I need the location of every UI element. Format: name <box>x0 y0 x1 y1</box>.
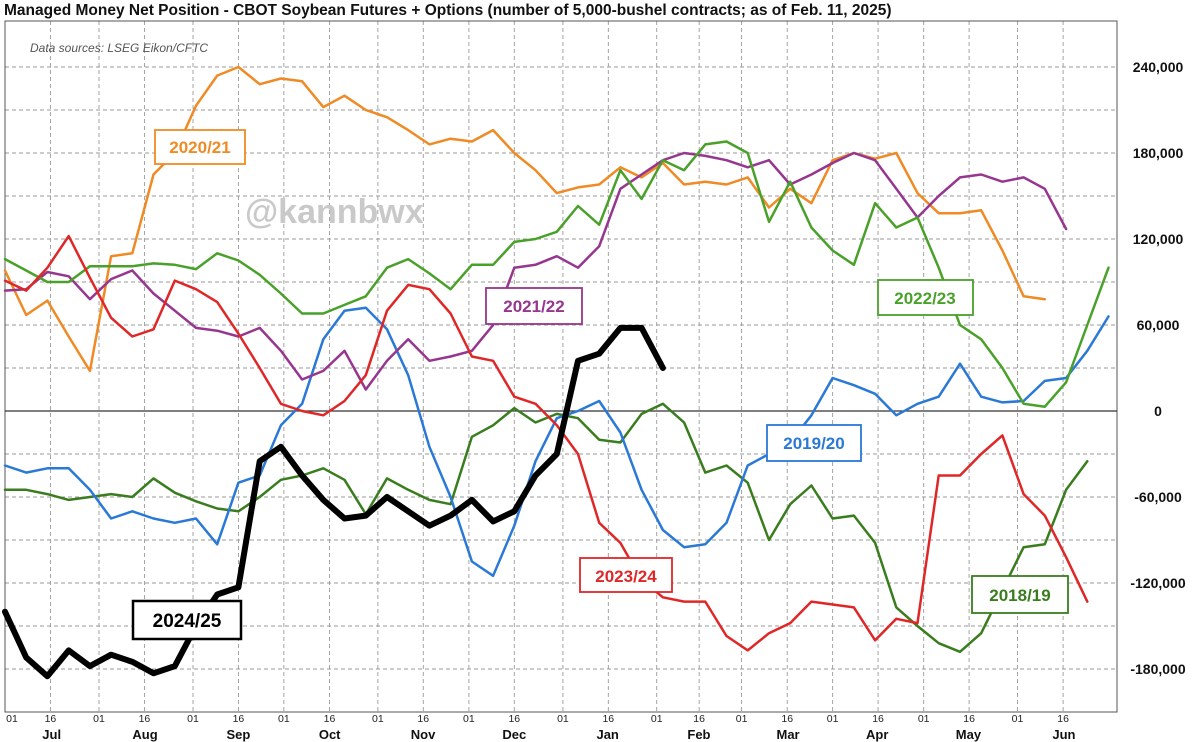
y-tick-label: 0 <box>1154 403 1162 419</box>
label-2018-19-text: 2018/19 <box>989 586 1050 605</box>
x-tick-day-label: 16 <box>602 713 614 725</box>
y-axis: 240,000 180,000 120,000 60,000 0 -60,000 -120,… <box>1130 59 1185 677</box>
x-tick-day-label: 01 <box>6 713 18 725</box>
x-tick-day-label: 16 <box>963 713 975 725</box>
x-tick-day-label: 01 <box>187 713 199 725</box>
y-tick-label: 60,000 <box>1137 317 1180 333</box>
label-2021-22: 2021/22 <box>485 287 583 325</box>
series-line-2023-24 <box>3 234 1089 652</box>
series-line-2021-22 <box>3 151 1068 391</box>
watermark: @kannbwx <box>245 193 424 231</box>
label-2018-19: 2018/19 <box>971 575 1069 614</box>
x-tick-day-label: 16 <box>1057 713 1069 725</box>
y-tick-label: -60,000 <box>1134 489 1182 505</box>
x-month-label: Dec <box>502 727 526 742</box>
x-month-label: Oct <box>319 727 341 742</box>
x-tick-day-label: 16 <box>45 713 57 725</box>
grid <box>5 21 1117 712</box>
x-tick-day-label: 01 <box>278 713 290 725</box>
x-tick-day-label: 16 <box>508 713 520 725</box>
x-month-label: Mar <box>777 727 800 742</box>
x-tick-day-label: 01 <box>93 713 105 725</box>
x-tick-day-label: 01 <box>557 713 569 725</box>
label-2024-25: 2024/25 <box>131 599 243 641</box>
x-month-label: Apr <box>866 727 888 742</box>
series-line-2019-20 <box>3 306 1110 578</box>
y-tick-label: 120,000 <box>1133 231 1184 247</box>
label-2020-21-text: 2020/21 <box>169 138 230 157</box>
chart-title: Managed Money Net Position - CBOT Soybea… <box>4 2 892 19</box>
label-2022-23-text: 2022/23 <box>894 289 955 308</box>
y-tick-label: 180,000 <box>1133 145 1184 161</box>
x-tick-day-label: 01 <box>736 713 748 725</box>
label-2023-24-text: 2023/24 <box>595 567 657 586</box>
x-month-label: Jan <box>596 727 618 742</box>
x-month-label: Aug <box>132 727 157 742</box>
plot-area-frame <box>4 20 1118 713</box>
x-axis: 01 16 01 16 01 16 01 16 01 16 01 16 01 16 01 16 01 16 01 16… <box>6 713 1075 742</box>
label-2019-20-text: 2019/20 <box>783 434 844 453</box>
label-2020-21: 2020/21 <box>154 129 246 165</box>
x-month-label: Nov <box>411 727 436 742</box>
x-month-label: Feb <box>687 727 710 742</box>
x-tick-day-label: 01 <box>372 713 384 725</box>
x-tick-day-label: 16 <box>781 713 793 725</box>
y-tick-label: -180,000 <box>1130 661 1185 677</box>
y-tick-label: -120,000 <box>1130 575 1185 591</box>
x-month-label: Jul <box>42 727 61 742</box>
x-month-label: Jun <box>1052 727 1075 742</box>
x-tick-day-label: 01 <box>918 713 930 725</box>
x-month-label: May <box>956 727 982 742</box>
x-tick-day-label: 16 <box>324 713 336 725</box>
label-2019-20: 2019/20 <box>766 424 862 462</box>
series-lines <box>2 65 1110 680</box>
y-tick-label: 240,000 <box>1133 59 1184 75</box>
x-month-label: Sep <box>227 727 251 742</box>
x-tick-day-label: 16 <box>139 713 151 725</box>
x-tick-day-label: 16 <box>693 713 705 725</box>
x-tick-day-label: 16 <box>872 713 884 725</box>
source-note: Data sources: LSEG Eikon/CFTC <box>30 41 208 55</box>
x-tick-day-label: 16 <box>417 713 429 725</box>
label-2021-22-text: 2021/22 <box>503 297 564 316</box>
series-line-2018-19 <box>3 402 1089 654</box>
label-2022-23: 2022/23 <box>877 279 974 316</box>
label-2023-24: 2023/24 <box>579 557 673 593</box>
x-tick-day-label: 01 <box>827 713 839 725</box>
x-tick-day-label: 01 <box>1012 713 1024 725</box>
x-tick-day-label: 01 <box>651 713 663 725</box>
series-line-2024-25 <box>2 324 666 680</box>
label-2024-25-text: 2024/25 <box>153 611 222 632</box>
series-line-2022-23 <box>3 140 1110 408</box>
x-tick-day-label: 16 <box>233 713 245 725</box>
x-tick-day-label: 01 <box>463 713 475 725</box>
